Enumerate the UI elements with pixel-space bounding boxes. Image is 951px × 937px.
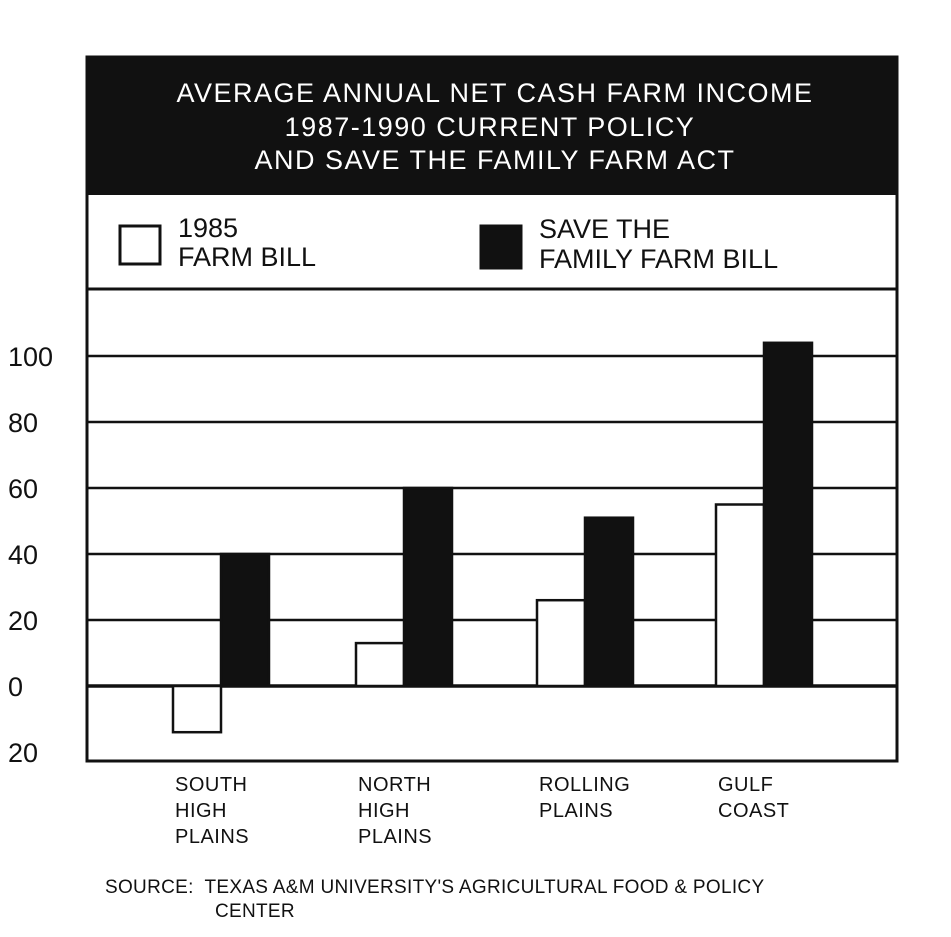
legend-label-1985-line-1: 1985 (178, 213, 238, 243)
x-category-label: COAST (718, 800, 789, 822)
legend-swatch-save-the-family-farm-bill (479, 224, 523, 270)
bars (171, 341, 814, 734)
bar (762, 341, 814, 688)
x-category-label: PLAINS (175, 826, 249, 848)
bar (535, 598, 587, 688)
title-line-3: AND SAVE THE FAMILY FARM ACT (254, 145, 735, 175)
x-axis-categories: SOUTH HIGH PLAINS NORTH HIGH PLAINS ROLLING PLA… (175, 774, 789, 848)
y-tick-label: 20 (8, 606, 38, 636)
y-axis-ticks: 100 80 60 40 20 0 20 (8, 342, 53, 768)
x-category-label: NORTH (358, 774, 431, 796)
x-category-label: HIGH (175, 800, 227, 822)
x-category-label: PLAINS (539, 800, 613, 822)
chart-title: AVERAGE ANNUAL NET CASH FARM INCOME 1987… (176, 78, 813, 175)
bar (583, 516, 635, 688)
bar (171, 684, 223, 734)
x-category-label: GULF (718, 774, 773, 796)
bar (714, 503, 766, 688)
x-category-label: PLAINS (358, 826, 432, 848)
y-tick-label: 80 (8, 408, 38, 438)
legend-label-save-line-2: FAMILY FARM BILL (539, 244, 778, 274)
x-category-label: HIGH (358, 800, 410, 822)
legend-label-1985-line-2: FARM BILL (178, 242, 316, 272)
source-line-1: SOURCE: TEXAS A&M UNIVERSITY'S AGRICULTU… (105, 877, 765, 898)
y-tick-label: 20 (8, 738, 38, 768)
x-category-label: SOUTH (175, 774, 248, 796)
bar (354, 641, 406, 688)
source-line-2: CENTER (215, 901, 295, 922)
x-category-label: ROLLING (539, 774, 630, 796)
y-tick-label: 100 (8, 342, 53, 372)
y-tick-label: 40 (8, 540, 38, 570)
source-note: SOURCE: TEXAS A&M UNIVERSITY'S AGRICULTU… (105, 876, 885, 924)
title-line-2: 1987-1990 CURRENT POLICY (285, 112, 696, 142)
bar (219, 552, 271, 688)
legend: 1985 FARM BILL SAVE THE FAMILY FARM BILL (118, 213, 778, 274)
legend-swatch-1985-farm-bill (118, 224, 162, 266)
title-line-1: AVERAGE ANNUAL NET CASH FARM INCOME (176, 78, 813, 108)
title-band (87, 57, 897, 195)
y-tick-label: 60 (8, 474, 38, 504)
legend-label-save-line-1: SAVE THE (539, 214, 670, 244)
bar (402, 486, 454, 688)
y-tick-label: 0 (8, 672, 23, 702)
